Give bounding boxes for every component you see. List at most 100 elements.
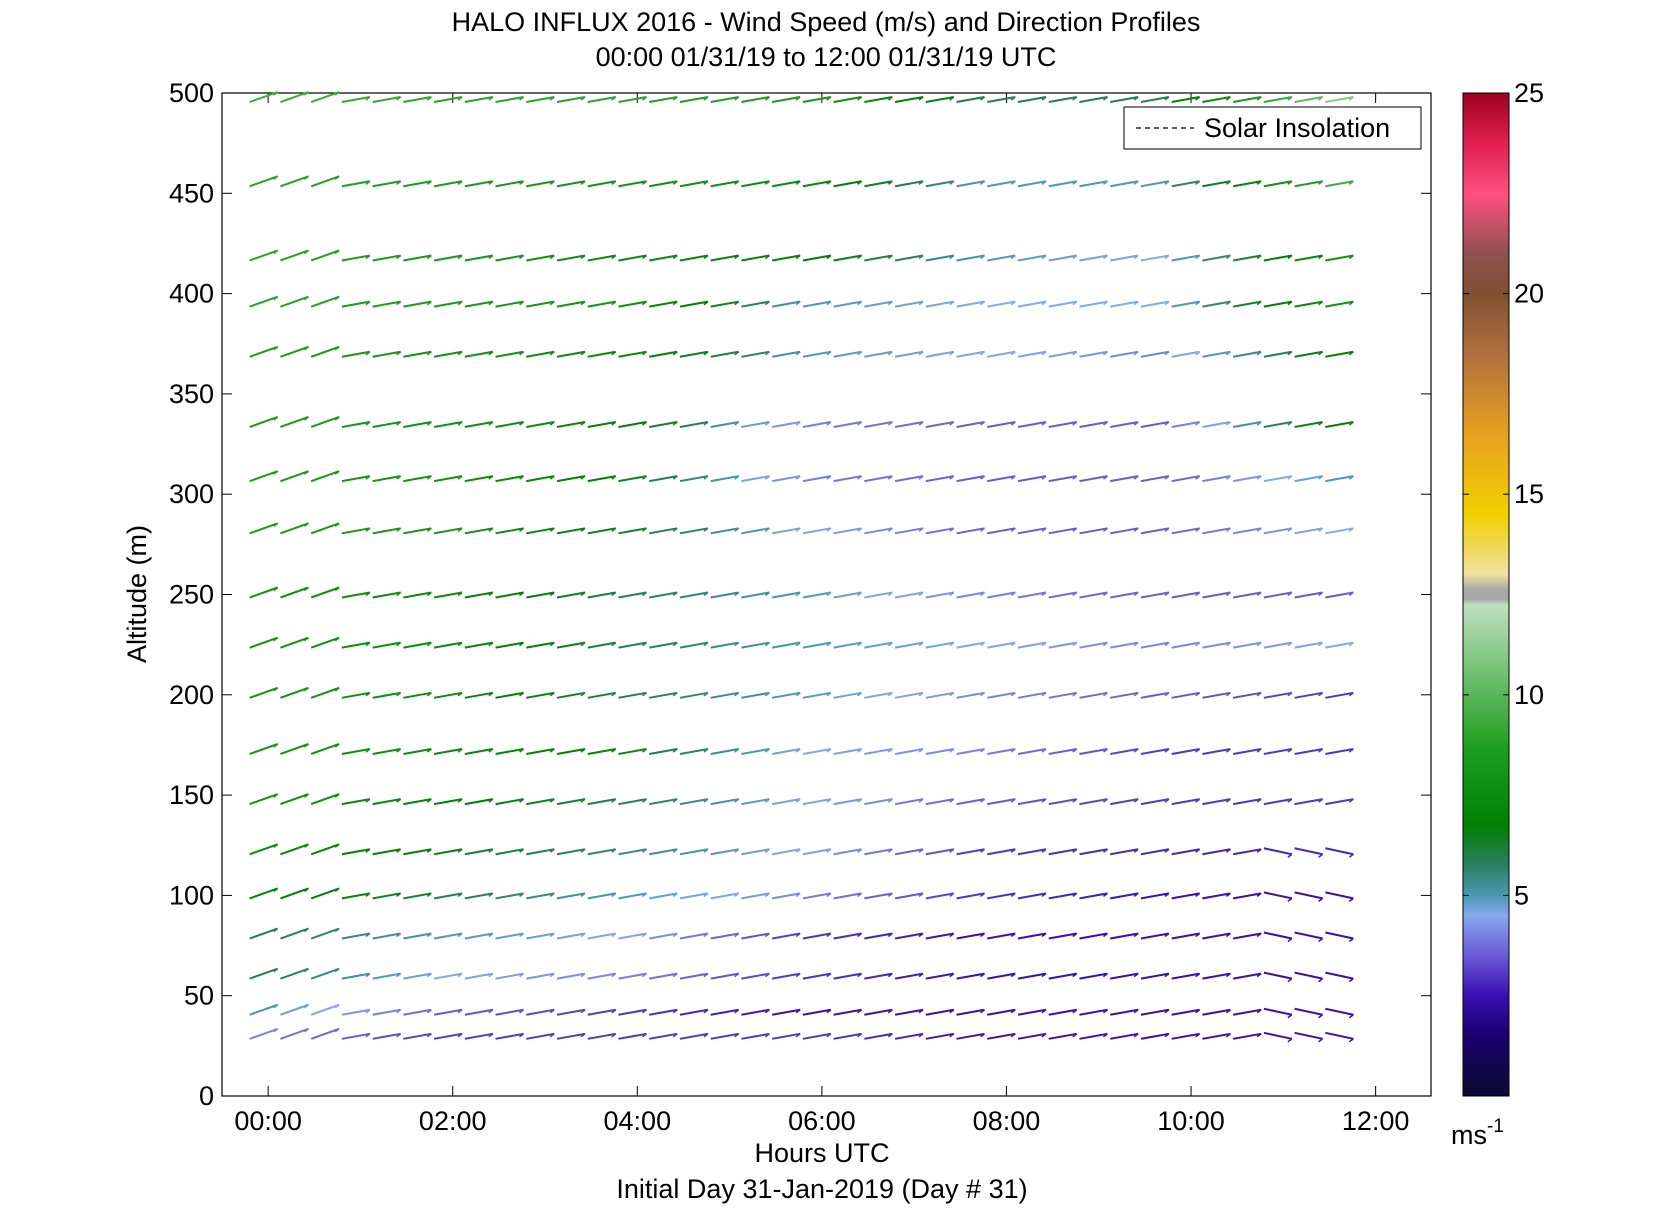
wind-barb-flag xyxy=(918,475,924,480)
wind-barb xyxy=(741,641,770,649)
wind-barb-flag xyxy=(488,351,494,356)
wind-barb-flag xyxy=(887,351,893,356)
wind-barb xyxy=(1079,180,1108,188)
wind-barb-flag xyxy=(580,848,586,853)
wind-barb xyxy=(1110,798,1139,806)
wind-barb xyxy=(433,254,463,262)
wind-barb xyxy=(495,254,524,262)
wind-barb xyxy=(1294,641,1323,649)
wind-barb xyxy=(1079,1008,1108,1016)
wind-barb xyxy=(618,641,647,649)
wind-barb-flag xyxy=(1256,892,1262,898)
wind-barb xyxy=(771,691,801,699)
wind-barb-flag xyxy=(642,1009,647,1014)
wind-barb xyxy=(987,591,1016,599)
wind-barb xyxy=(741,300,770,308)
wind-barb xyxy=(526,798,555,806)
wind-barb xyxy=(679,1008,709,1016)
wind-barb-flag xyxy=(488,1033,494,1038)
wind-barb-flag xyxy=(887,254,893,260)
wind-barb-flag xyxy=(396,475,402,480)
wind-barb xyxy=(1017,798,1047,806)
wind-barb xyxy=(1232,254,1262,262)
wind-barb xyxy=(341,932,371,940)
wind-barb xyxy=(1202,96,1231,104)
wind-barb xyxy=(1017,691,1047,699)
wind-barb xyxy=(341,641,371,649)
wind-barb-flag xyxy=(1287,527,1293,532)
wind-barb-flag xyxy=(1072,254,1078,260)
wind-barb-flag xyxy=(642,973,647,978)
wind-barb xyxy=(587,591,616,599)
wind-barb-flag xyxy=(1010,421,1016,426)
wind-barb xyxy=(1140,972,1170,980)
wind-barb-flag xyxy=(918,1009,924,1014)
wind-barb-flag xyxy=(1072,692,1078,697)
wind-barb-flag xyxy=(1287,748,1293,753)
wind-barb xyxy=(679,932,709,940)
wind-barb xyxy=(1325,1031,1354,1040)
wind-barb xyxy=(1294,591,1323,599)
wind-barb xyxy=(403,932,432,940)
wind-barb xyxy=(956,475,985,483)
wind-barb-flag xyxy=(611,692,617,697)
colorbar-tick-label: 10 xyxy=(1514,680,1544,710)
wind-barb-flag xyxy=(457,892,463,898)
wind-barb-flag xyxy=(611,180,617,185)
wind-barb xyxy=(1048,350,1077,358)
wind-barb-flag xyxy=(1103,892,1108,898)
wind-barb-flag xyxy=(1072,475,1078,480)
wind-barb-flag xyxy=(1072,180,1078,185)
wind-barb xyxy=(1202,300,1231,308)
wind-barb-flag xyxy=(1348,692,1354,697)
wind-barb-flag xyxy=(1103,591,1108,597)
wind-barb-flag xyxy=(1318,527,1324,532)
wind-barb xyxy=(1048,892,1077,900)
wind-barb-flag xyxy=(334,927,340,933)
wind-barb-flag xyxy=(1072,301,1078,306)
wind-barb xyxy=(741,254,770,262)
wind-barb xyxy=(987,96,1016,104)
wind-barb-flag xyxy=(1041,748,1047,753)
wind-barb-flag xyxy=(703,748,709,753)
wind-barb-flag xyxy=(1225,96,1231,101)
wind-barb xyxy=(433,641,463,649)
wind-barb-flag xyxy=(1287,180,1293,185)
wind-barb xyxy=(495,300,524,308)
wind-barb xyxy=(802,972,832,980)
wind-barb xyxy=(679,892,709,900)
wind-barb-flag xyxy=(1348,1014,1354,1019)
wind-barb-flag xyxy=(303,346,309,351)
wind-barb-flag xyxy=(826,527,832,532)
wind-barb-flag xyxy=(703,798,709,803)
wind-barb xyxy=(741,972,770,980)
wind-barb-flag xyxy=(642,748,647,753)
wind-barb-flag xyxy=(334,470,340,475)
wind-barb-flag xyxy=(734,96,740,101)
wind-barb-flag xyxy=(580,96,586,101)
wind-barb xyxy=(741,180,770,188)
wind-barb-flag xyxy=(426,351,432,356)
wind-barb-flag xyxy=(611,475,617,480)
wind-barb-flag xyxy=(1103,1033,1108,1038)
wind-barb-flag xyxy=(1318,96,1324,101)
wind-barb xyxy=(864,96,893,104)
wind-barb-flag xyxy=(734,591,740,597)
wind-barb xyxy=(310,1003,340,1016)
wind-barb-flag xyxy=(1072,932,1078,938)
wind-barb-flag xyxy=(1318,853,1324,858)
wind-barb xyxy=(987,475,1016,483)
wind-barb-flag xyxy=(672,932,678,938)
wind-barb xyxy=(618,972,647,980)
wind-barb-flag xyxy=(611,351,617,356)
wind-barb-flag xyxy=(672,798,678,803)
wind-barb xyxy=(1294,971,1323,980)
wind-barb xyxy=(1202,747,1231,755)
wind-barb xyxy=(802,591,832,599)
wind-barb xyxy=(771,96,801,104)
wind-barb xyxy=(1079,932,1108,940)
wind-barb-flag xyxy=(1256,798,1262,803)
wind-barb-flag xyxy=(949,421,955,426)
wind-barb-flag xyxy=(1256,932,1262,938)
wind-barb xyxy=(1263,747,1293,755)
